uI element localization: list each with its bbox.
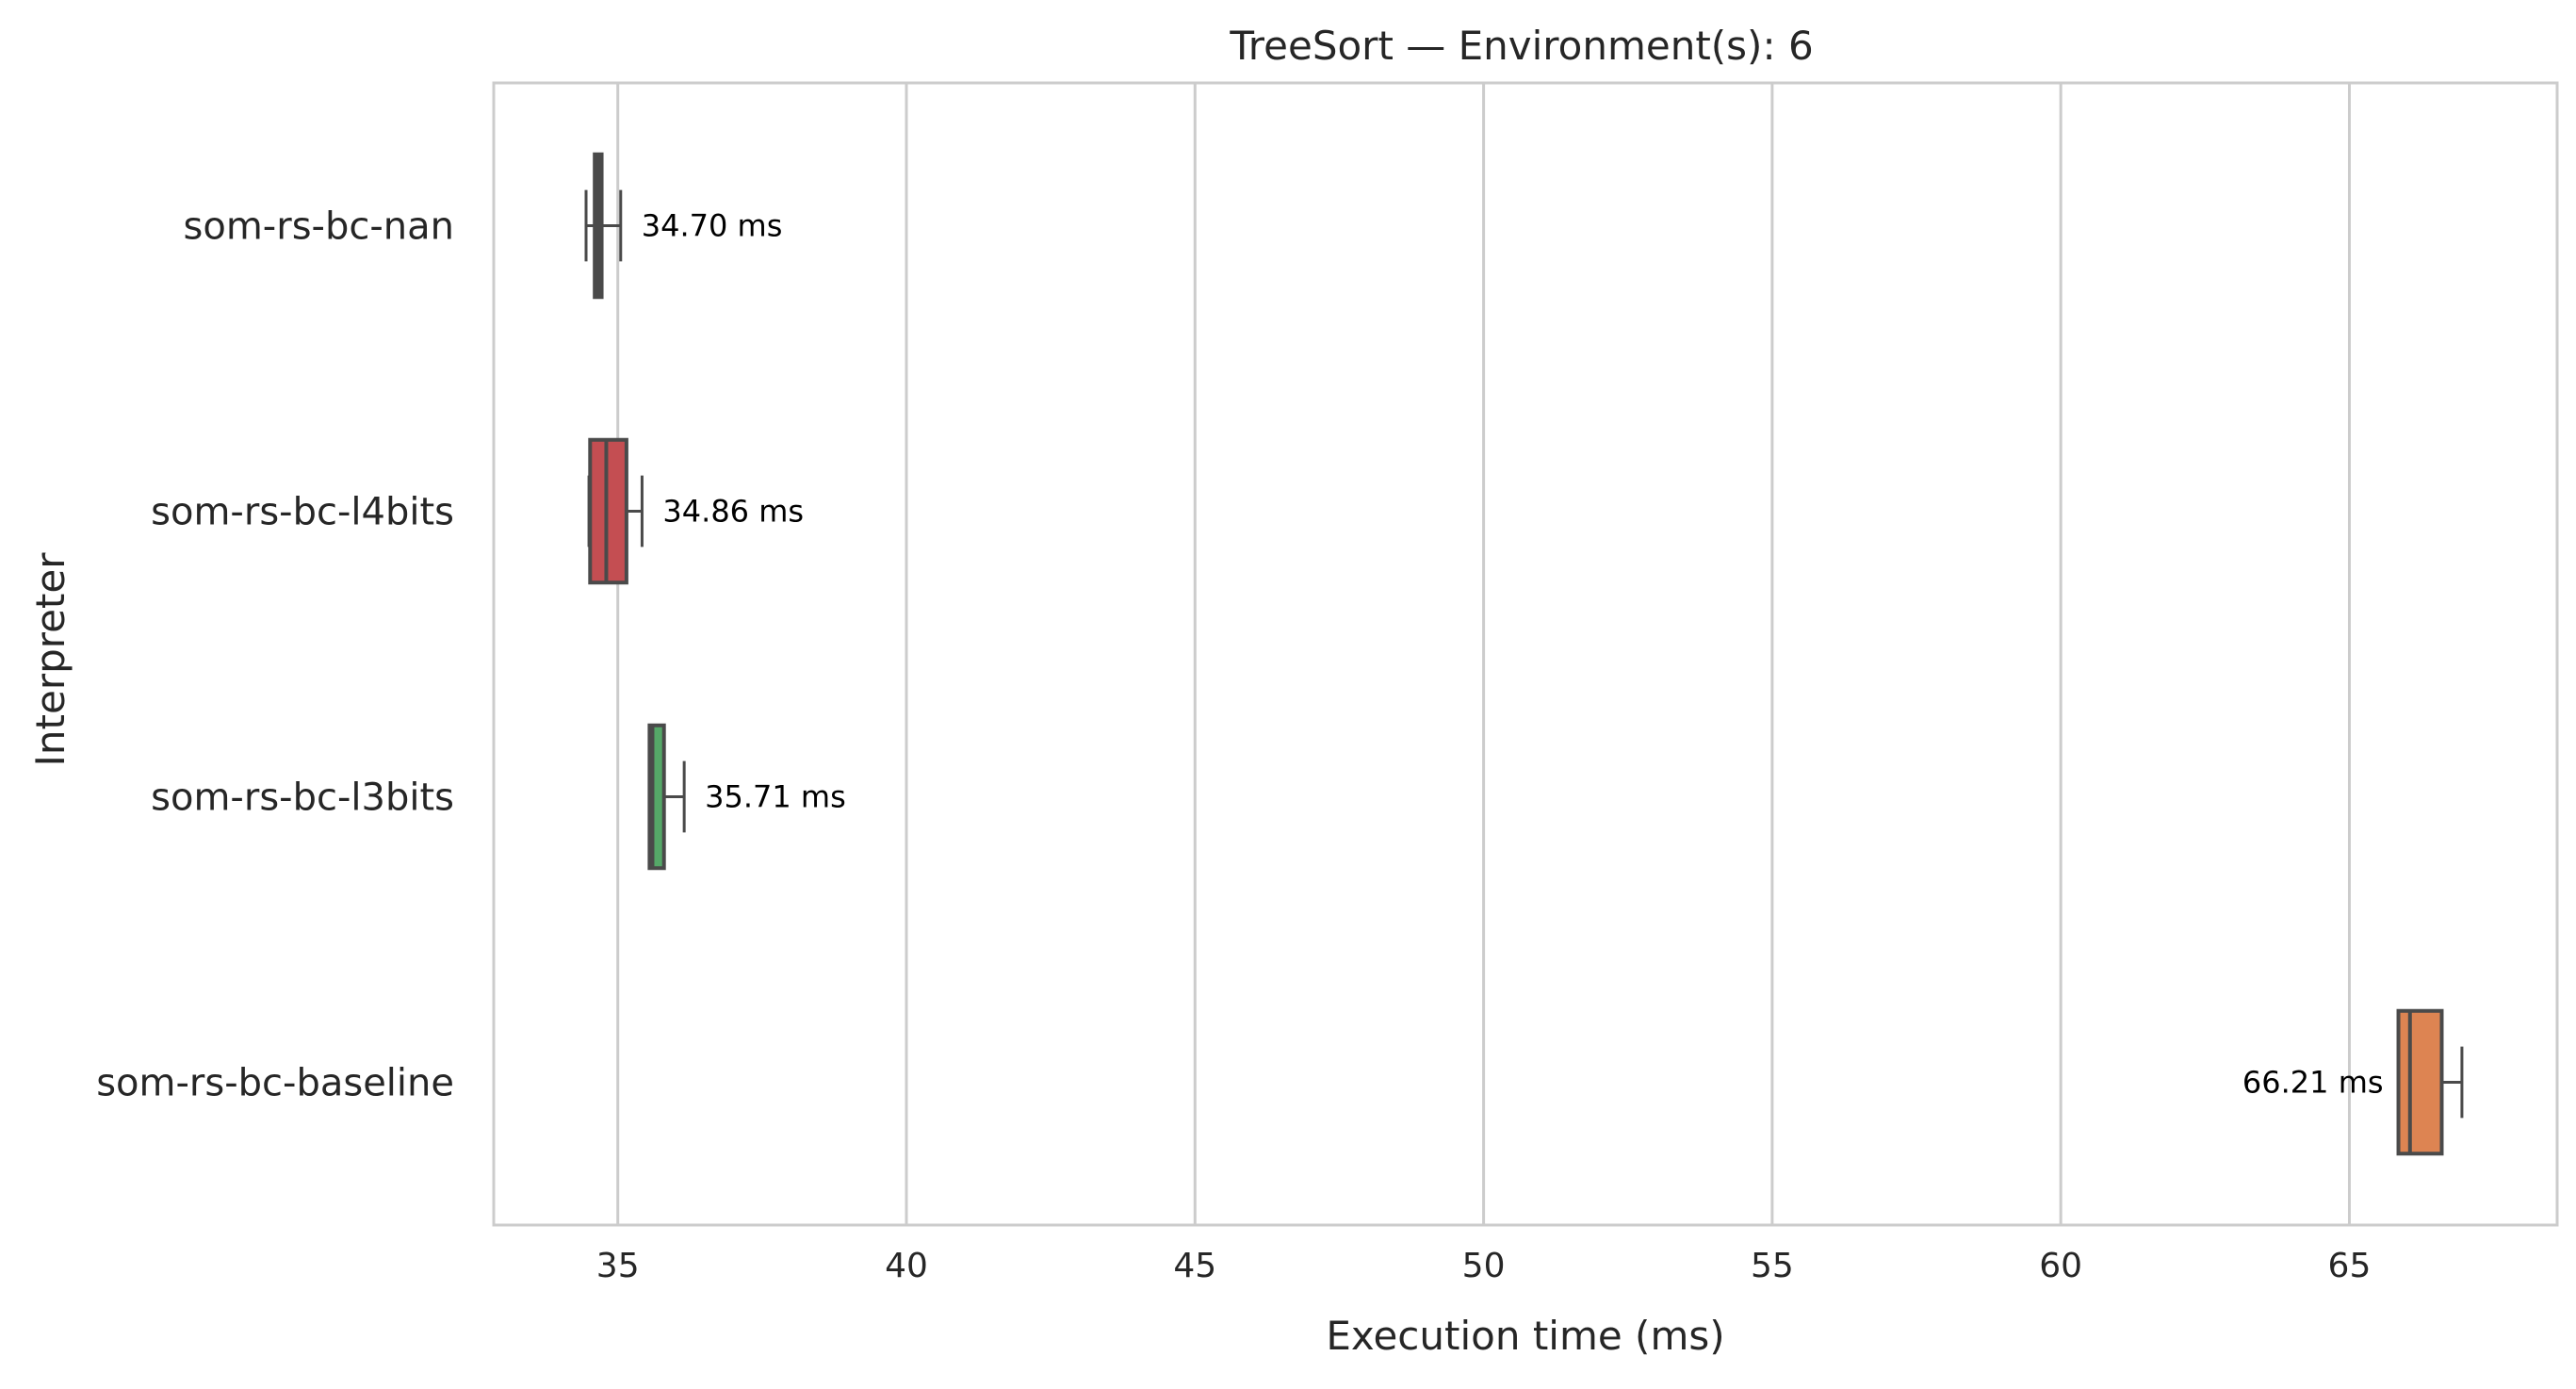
box-iqr	[588, 437, 628, 585]
x-tick-label: 45	[1173, 1247, 1216, 1285]
median-value-label: 35.71 ms	[705, 779, 846, 815]
box-iqr	[2396, 1008, 2444, 1156]
x-tick-label: 35	[596, 1247, 640, 1285]
box-som-rs-bc-baseline: 66.21 ms	[2242, 1008, 2464, 1156]
x-tick-label: 50	[1462, 1247, 1506, 1285]
x-axis-label: Execution time (ms)	[1326, 1313, 1724, 1359]
plot-frame	[492, 81, 2559, 1227]
grid-lines	[616, 83, 2351, 1225]
median-value-label: 66.21 ms	[2242, 1065, 2384, 1101]
median-value-label: 34.86 ms	[662, 494, 804, 530]
x-tick-labels: 35 40 45 50 55 60 65	[596, 1247, 2372, 1285]
x-tick-label: 55	[1751, 1247, 1794, 1285]
median-value-label: 34.70 ms	[642, 208, 783, 244]
y-axis-label: Interpreter	[27, 552, 73, 767]
chart-title: TreeSort — Environment(s): 6	[1229, 23, 1813, 69]
box-som-rs-bc-nan: 34.70 ms	[584, 152, 783, 300]
y-category-label: som-rs-bc-l3bits	[151, 776, 454, 820]
y-category-label: som-rs-bc-baseline	[96, 1062, 454, 1105]
y-category-label: som-rs-bc-l4bits	[151, 491, 454, 534]
box-som-rs-bc-l3bits: 35.71 ms	[647, 723, 846, 871]
box-series: 34.70 ms 34.86 ms 35.71 ms 66.21 ms	[584, 152, 2464, 1156]
y-category-labels: som-rs-bc-nan som-rs-bc-l4bits som-rs-bc-l…	[96, 205, 454, 1105]
x-tick-label: 60	[2039, 1247, 2082, 1285]
x-tick-label: 40	[885, 1247, 928, 1285]
y-category-label: som-rs-bc-nan	[184, 205, 454, 249]
box-som-rs-bc-l4bits: 34.86 ms	[587, 437, 804, 585]
x-tick-label: 65	[2328, 1247, 2372, 1285]
